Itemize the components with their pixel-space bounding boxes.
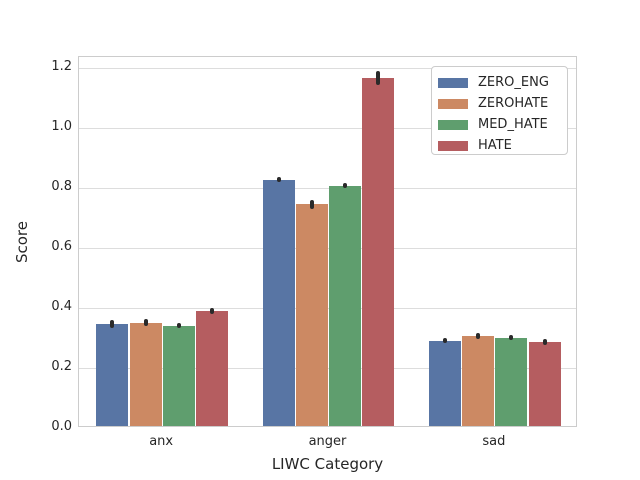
gridline xyxy=(79,127,576,129)
bar-MED_HATE-sad xyxy=(495,337,528,426)
x-tick-label: anger xyxy=(308,434,347,449)
bar-MED_HATE-anx xyxy=(162,325,195,426)
legend-entry-MED_HATE: MED_HATE xyxy=(438,114,567,135)
error-bar xyxy=(442,337,447,343)
legend-label: ZERO_ENG xyxy=(478,75,549,90)
error-bar xyxy=(376,71,381,85)
legend-label: HATE xyxy=(478,138,512,153)
bar-HATE-sad xyxy=(528,342,561,426)
y-tick-label: 0.0 xyxy=(51,419,72,434)
x-tick-label: sad xyxy=(482,434,506,449)
legend-entry-HATE: HATE xyxy=(438,135,567,156)
legend-label: ZEROHATE xyxy=(478,96,549,111)
y-tick-label: 1.2 xyxy=(51,59,72,74)
y-tick-label: 0.2 xyxy=(51,359,72,374)
error-bar xyxy=(210,307,215,314)
gridline xyxy=(79,67,576,69)
legend-swatch-HATE xyxy=(438,140,468,151)
error-bar xyxy=(276,177,281,183)
error-bar xyxy=(110,320,115,328)
bar-HATE-anx xyxy=(196,310,229,426)
legend-swatch-MED_HATE xyxy=(438,119,468,130)
bar-ZERO_ENG-anger xyxy=(262,180,295,426)
legend-swatch-ZEROHATE xyxy=(438,98,468,109)
legend-entry-ZERO_ENG: ZERO_ENG xyxy=(438,72,567,93)
bar-ZEROHATE-sad xyxy=(462,336,495,426)
legend-label: MED_HATE xyxy=(478,117,548,132)
legend-swatch-ZERO_ENG xyxy=(438,77,468,88)
legend: ZERO_ENG ZEROHATE MED_HATE HATE xyxy=(431,66,568,155)
y-axis-label: Score xyxy=(13,221,31,264)
x-axis-label: LIWC Category xyxy=(271,455,384,473)
legend-entry-ZEROHATE: ZEROHATE xyxy=(438,93,567,114)
bar-ZEROHATE-anger xyxy=(295,204,328,426)
bar-ZERO_ENG-anx xyxy=(96,324,129,426)
bar-HATE-anger xyxy=(362,78,395,426)
gridline xyxy=(79,187,576,189)
x-tick-label: anx xyxy=(149,434,174,449)
error-bar xyxy=(509,334,514,340)
error-bar xyxy=(343,183,348,189)
error-bar xyxy=(542,339,547,345)
error-bar xyxy=(176,322,181,328)
y-tick-label: 1.0 xyxy=(51,119,72,134)
y-tick-label: 0.8 xyxy=(51,179,72,194)
error-bar xyxy=(476,333,481,339)
y-tick-label: 0.4 xyxy=(51,299,72,314)
bar-ZEROHATE-anx xyxy=(129,322,162,426)
error-bar xyxy=(143,318,148,327)
error-bar xyxy=(309,199,314,209)
bar-ZERO_ENG-sad xyxy=(428,340,461,426)
y-tick-label: 0.6 xyxy=(51,239,72,254)
bar-MED_HATE-anger xyxy=(329,186,362,426)
